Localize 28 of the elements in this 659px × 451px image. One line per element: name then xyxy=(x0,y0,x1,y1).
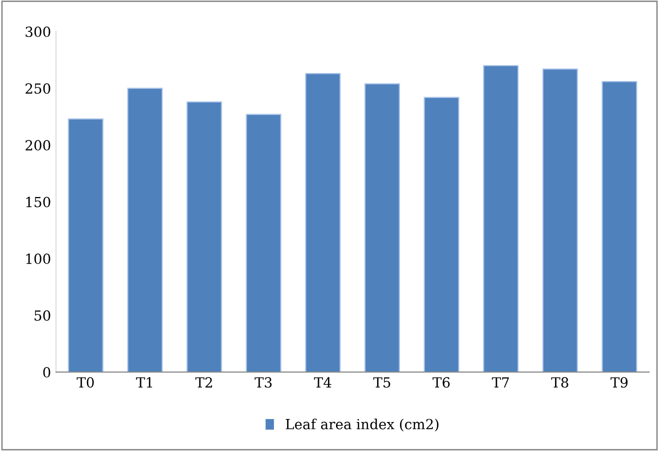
bar xyxy=(186,101,222,372)
x-tick-label: T5 xyxy=(373,377,390,388)
y-tick-label: 150 xyxy=(26,196,50,208)
bar xyxy=(305,73,341,372)
bar xyxy=(127,88,163,372)
bar xyxy=(68,118,104,372)
y-tick-label: 250 xyxy=(26,83,50,94)
x-tick-label: T9 xyxy=(610,377,628,388)
x-tick-label: T2 xyxy=(195,377,212,388)
legend-label: Leaf area index (cm2) xyxy=(286,418,438,432)
bar xyxy=(602,80,638,372)
x-tick-label: T6 xyxy=(432,377,450,388)
bar xyxy=(424,96,460,372)
bar xyxy=(542,68,578,372)
y-tick-label: 50 xyxy=(34,310,50,321)
x-tick-label: T4 xyxy=(314,377,332,388)
y-tick-label: 300 xyxy=(26,26,50,38)
y-tick-label: 200 xyxy=(26,140,50,151)
bar xyxy=(364,83,400,372)
x-tick-label: T1 xyxy=(136,377,152,388)
bar xyxy=(246,114,282,372)
x-tick-label: T3 xyxy=(254,377,272,388)
x-tick-label: T0 xyxy=(76,377,94,388)
y-tick-label: 100 xyxy=(26,254,50,264)
y-tick-label: 0 xyxy=(43,367,50,378)
bar xyxy=(483,65,519,372)
x-tick-label: T7 xyxy=(492,377,509,388)
x-tick-label: T8 xyxy=(551,377,568,388)
